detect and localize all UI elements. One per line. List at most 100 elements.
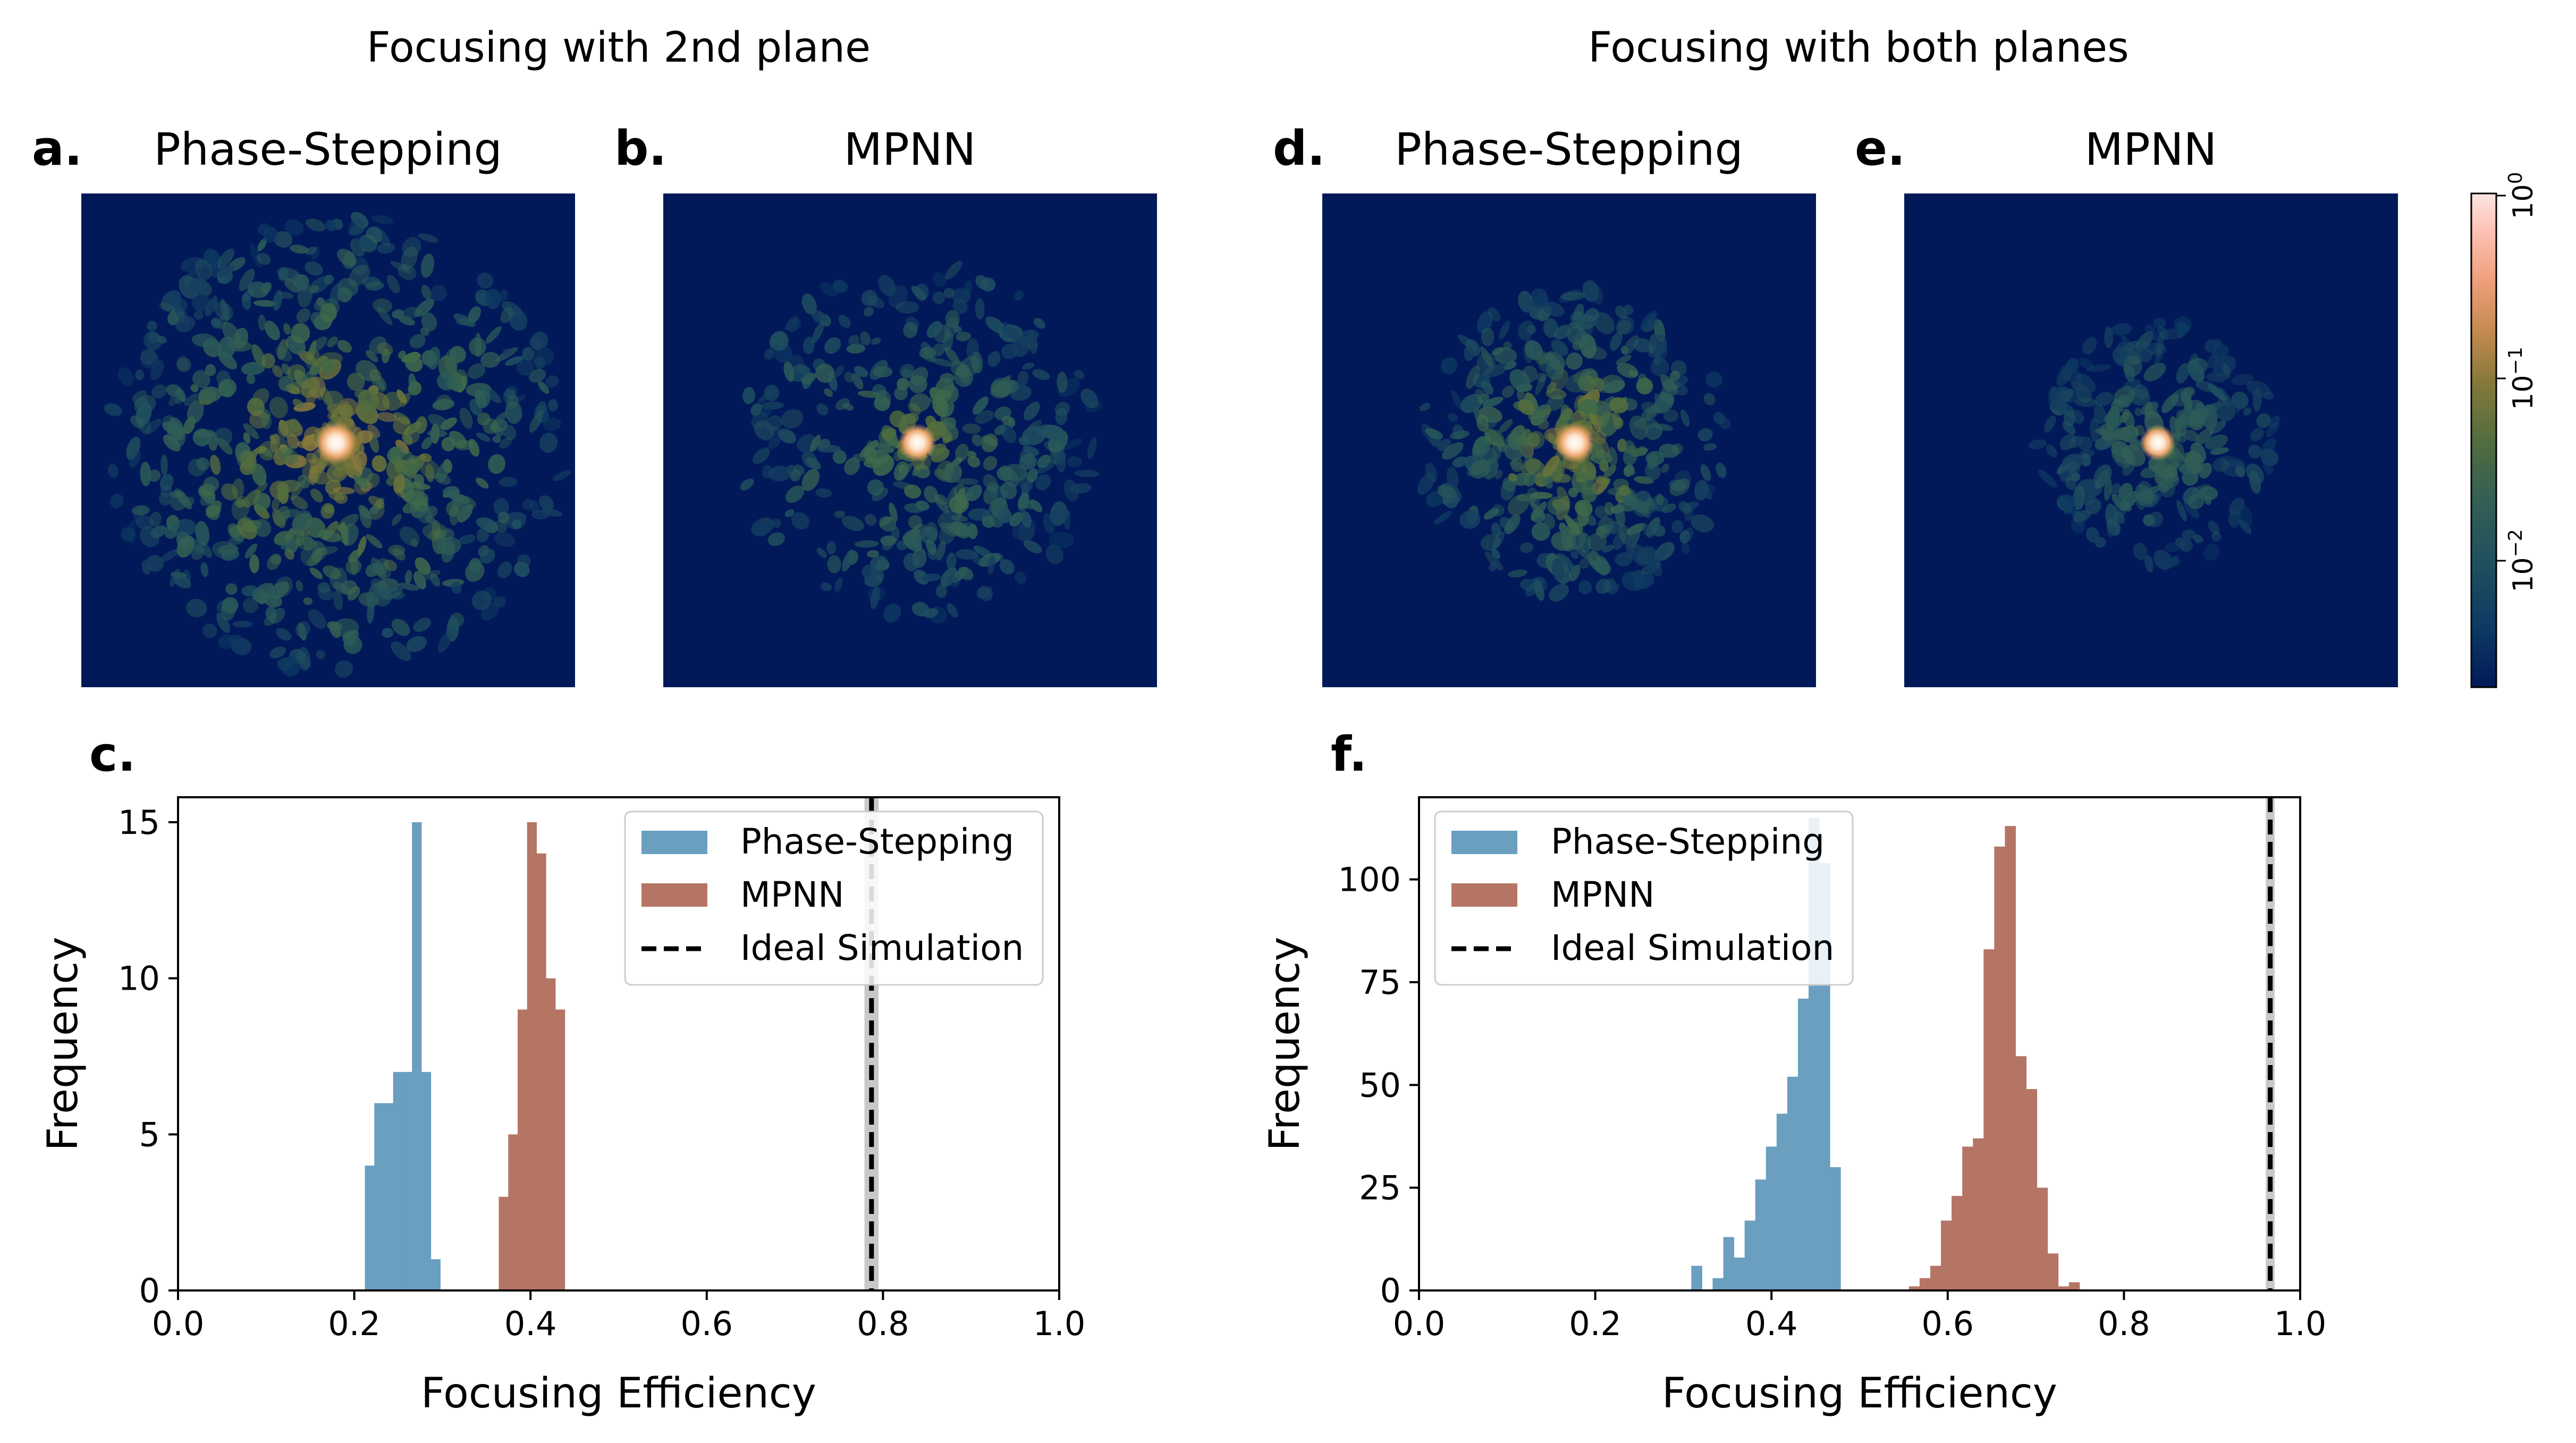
speckle-blob xyxy=(261,414,272,429)
speckle-blob xyxy=(283,323,291,335)
speckle-blob xyxy=(1629,369,1638,377)
speckle-blob xyxy=(531,347,554,366)
speckle-blob xyxy=(2111,323,2133,335)
speckle-blob xyxy=(860,331,871,345)
speckle-blob xyxy=(2176,363,2190,384)
speckle-blob xyxy=(1032,369,1050,380)
speckle-blob xyxy=(193,310,204,320)
speckle-blob xyxy=(1660,374,1678,395)
speckle-blob xyxy=(371,215,394,224)
speckle-blob xyxy=(227,536,244,546)
speckle-blob xyxy=(202,623,217,638)
speckle-blob xyxy=(357,399,377,418)
speckle-blob xyxy=(2252,387,2262,412)
speckle-blob xyxy=(812,310,826,323)
speckle-blob xyxy=(966,484,982,502)
speckle-blob xyxy=(426,505,438,518)
speckle-blob xyxy=(334,492,348,504)
speckle-blob xyxy=(854,540,879,548)
speckle-blob xyxy=(295,536,317,551)
histogram-bar-mpnn xyxy=(517,1009,528,1290)
colorbar-tick-label-1e-2: 10−2 xyxy=(2505,529,2540,592)
speckle-blob xyxy=(1691,514,1714,533)
speckle-blob xyxy=(2183,429,2199,442)
speckle-blob xyxy=(925,539,937,555)
speckle-blob xyxy=(437,631,452,653)
speckle-blob xyxy=(394,487,406,499)
speckle-blob xyxy=(781,409,804,429)
speckle-blob xyxy=(539,433,558,453)
speckle-blob xyxy=(1019,337,1038,349)
speckle-blob xyxy=(129,450,141,468)
speckle-blob xyxy=(2094,537,2106,548)
speckle-blob xyxy=(932,291,945,305)
speckle-blob xyxy=(186,598,207,618)
speckle-blob xyxy=(975,298,985,320)
speckle-blob xyxy=(140,461,151,486)
speckle-blob xyxy=(191,292,210,312)
speckle-blob xyxy=(493,498,509,516)
speckle-blob xyxy=(920,573,941,582)
speckle-blob xyxy=(1520,298,1535,313)
speckle-blob xyxy=(1594,505,1609,519)
speckle-blob xyxy=(908,515,923,529)
speckle-blob xyxy=(2210,420,2226,434)
speckle-blob xyxy=(2046,444,2057,458)
speckle-blob xyxy=(333,618,359,637)
speckle-blob xyxy=(2250,428,2264,442)
speckle-blob xyxy=(770,332,789,351)
speckle-blob xyxy=(151,384,167,399)
speckle-blob xyxy=(211,318,222,328)
speckle-blob xyxy=(923,608,939,618)
speckle-blob xyxy=(1003,463,1028,482)
speckle-blob xyxy=(1669,370,1680,381)
speckle-blob xyxy=(1700,464,1711,482)
speckle-blob xyxy=(326,462,349,483)
speckle-blob xyxy=(246,374,256,384)
y-axis-label-f: Frequency xyxy=(1261,937,1309,1151)
speckle-blob xyxy=(946,552,957,570)
speckle-blob xyxy=(309,336,328,353)
speckle-blob xyxy=(899,364,915,378)
speckle-blob xyxy=(880,516,892,527)
speckle-blob xyxy=(305,218,326,232)
histogram-bar-mpnn xyxy=(1973,1138,1984,1290)
speckle-blob xyxy=(2179,464,2193,474)
speckle-blob xyxy=(1043,512,1055,535)
speckle-blob xyxy=(940,373,955,383)
speckle-blob xyxy=(841,516,865,531)
speckle-blob xyxy=(377,562,391,581)
speckle-blob xyxy=(272,365,283,378)
speckle-blob xyxy=(553,470,571,482)
histogram-bar-phase-stepping xyxy=(1712,1278,1724,1290)
histogram-bar-phase-stepping xyxy=(1797,998,1809,1290)
speckle-blob xyxy=(894,386,908,401)
speckle-blob xyxy=(502,348,512,358)
speckle-blob xyxy=(278,268,289,281)
speckle-blob xyxy=(844,457,860,475)
speckle-blob xyxy=(200,562,209,577)
speckle-blob xyxy=(1484,551,1504,571)
speckle-blob xyxy=(195,521,210,546)
legend-swatch-mpnn-c xyxy=(641,883,707,907)
speckle-blob xyxy=(812,320,825,343)
speckle-blob xyxy=(2206,372,2227,383)
speckle-blob xyxy=(459,407,473,429)
speckle-blob xyxy=(956,332,972,342)
speckle-blob xyxy=(531,509,550,520)
speckle-blob xyxy=(232,620,253,628)
speckle-blob xyxy=(320,303,337,322)
histogram-bar-phase-stepping xyxy=(383,1103,394,1290)
speckle-blob xyxy=(2188,494,2205,509)
speckle-blob xyxy=(469,337,486,356)
speckle-blob xyxy=(1530,492,1553,499)
speckle-blob xyxy=(499,437,512,449)
speckle-blob xyxy=(261,353,275,369)
speckle-blob xyxy=(483,418,498,434)
speckle-blob xyxy=(427,429,447,438)
y-tick-label: 0 xyxy=(139,1271,160,1310)
speckle-blob xyxy=(1587,533,1607,551)
speckle-blob xyxy=(1595,578,1611,594)
speckle-blob xyxy=(131,505,150,516)
speckle-blob xyxy=(415,298,435,317)
